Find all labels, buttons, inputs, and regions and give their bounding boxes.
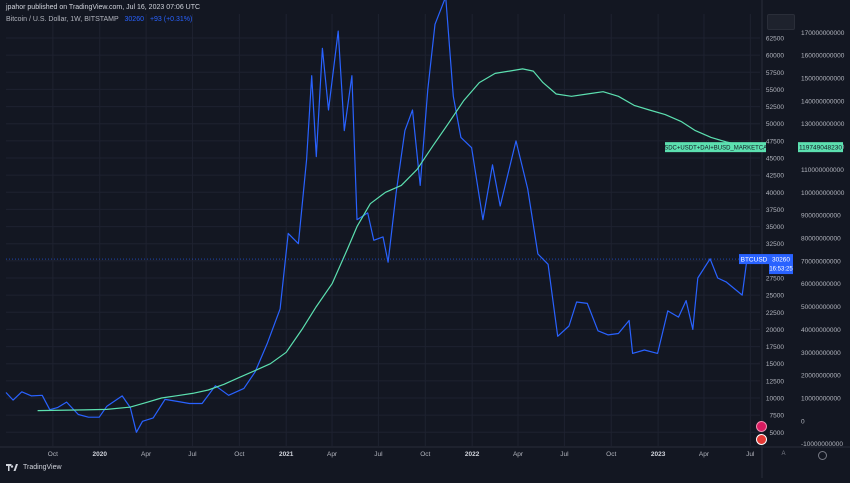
y-left-tick-label: 52500 bbox=[766, 104, 784, 111]
x-tick-label: 2023 bbox=[651, 451, 666, 458]
y-right-tick-label: 130000000000 bbox=[801, 121, 845, 128]
y-right-tick-label: 170000000000 bbox=[801, 30, 845, 37]
x-tick-label: Oct bbox=[606, 451, 616, 458]
stablecoin-value-badge bbox=[798, 142, 843, 153]
y-left-tick-label: 20000 bbox=[766, 327, 784, 334]
symbol-name: Bitcoin / U.S. Dollar, 1W, BITSTAMP bbox=[6, 16, 119, 23]
tradingview-brand-label: TradingView bbox=[23, 464, 62, 471]
symbol-legend[interactable]: Bitcoin / U.S. Dollar, 1W, BITSTAMP 3026… bbox=[6, 16, 192, 23]
btc-name-badge-label: BTCUSD bbox=[741, 257, 768, 264]
y-left-tick-label: 12500 bbox=[766, 378, 784, 385]
stablecoin-value-badge-label: 119749048230 bbox=[799, 145, 842, 152]
y-left-tick-label: 40000 bbox=[766, 190, 784, 197]
grid-layer bbox=[6, 14, 760, 446]
y-left-tick-label: 50000 bbox=[766, 121, 784, 128]
y-right-tick-label: 160000000000 bbox=[801, 53, 845, 60]
y-right-tick-label: 0 bbox=[801, 418, 805, 425]
y-right-tick-label: 80000000000 bbox=[801, 236, 841, 243]
flag-icon[interactable] bbox=[756, 434, 767, 445]
symbol-value: 30260 bbox=[124, 16, 144, 23]
y-right-tick-label: 60000000000 bbox=[801, 281, 841, 288]
tradingview-brand[interactable]: TradingView bbox=[6, 464, 62, 471]
x-tick-label: Jul bbox=[560, 451, 569, 458]
y-right-tick-label: 90000000000 bbox=[801, 213, 841, 220]
y-left-tick-label: 42500 bbox=[766, 173, 784, 180]
x-tick-label: Apr bbox=[141, 451, 152, 458]
y-left-tick-label: 22500 bbox=[766, 310, 784, 317]
y-left-tick-label: 7500 bbox=[770, 413, 785, 420]
x-tick-label: Jul bbox=[188, 451, 197, 458]
y-left-tick-label: 10000 bbox=[766, 396, 784, 403]
x-tick-label: Jul bbox=[746, 451, 755, 458]
y-left-tick-label: 17500 bbox=[766, 344, 784, 351]
btc-price-line bbox=[5, 0, 759, 433]
symbol-change: +93 (+0.31%) bbox=[149, 16, 193, 23]
y-right-tick-label: -10000000000 bbox=[801, 441, 843, 448]
publisher-line: jpahor published on TradingView.com, Jul… bbox=[6, 4, 201, 11]
x-tick-label: 2020 bbox=[93, 451, 108, 458]
tradingview-logo-icon bbox=[6, 464, 18, 471]
y-right-tick-label: 30000000000 bbox=[801, 350, 841, 357]
btc-price-badge bbox=[769, 254, 793, 275]
x-tick-label: Oct bbox=[420, 451, 430, 458]
auto-scale-button[interactable]: A bbox=[781, 451, 786, 457]
x-tick-label: Apr bbox=[699, 451, 710, 458]
y-right-tick-label: 110000000000 bbox=[801, 167, 844, 174]
y-left-tick-label: 62500 bbox=[766, 36, 784, 43]
y-left-tick-label: 55000 bbox=[766, 87, 784, 94]
y-right-tick-label: 40000000000 bbox=[801, 327, 841, 334]
y-left-tick-label: 35000 bbox=[766, 224, 784, 231]
x-tick-label: Apr bbox=[513, 451, 524, 458]
y-left-tick-label: 27500 bbox=[766, 276, 784, 283]
y-left-tick-label: 45000 bbox=[766, 156, 784, 163]
lightning-icon[interactable] bbox=[756, 421, 767, 432]
y-left-tick-label: 15000 bbox=[766, 361, 784, 368]
x-tick-label: Oct bbox=[234, 451, 244, 458]
x-tick-label: Apr bbox=[327, 451, 338, 458]
x-tick-label: 2022 bbox=[465, 451, 480, 458]
y-left-tick-label: 47500 bbox=[766, 138, 784, 145]
stablecoin-name-badge-label: USDC+USDT+DAI+BUSD_MARKETCAP bbox=[660, 146, 771, 152]
y-left-tick-label: 5000 bbox=[770, 430, 785, 437]
y-right-tick-label: 10000000000 bbox=[801, 396, 841, 403]
series-layer bbox=[5, 0, 762, 433]
y-left-tick-label: 32500 bbox=[766, 241, 784, 248]
settings-gear-icon[interactable] bbox=[818, 451, 827, 460]
settings-box[interactable] bbox=[767, 14, 795, 30]
y-left-tick-label: 60000 bbox=[766, 53, 784, 60]
label-layer: BTCUSD 30260 16:53:25 USDC+USDT+DAI+BUSD_MA… bbox=[660, 142, 843, 275]
y-left-tick-label: 57500 bbox=[766, 70, 784, 77]
y-right-tick-label: 70000000000 bbox=[801, 258, 841, 265]
y-right-tick-label: 140000000000 bbox=[801, 98, 845, 105]
y-right-tick-label: 100000000000 bbox=[801, 190, 845, 197]
x-tick-label: Jul bbox=[374, 451, 383, 458]
btc-price-badge-value: 30260 bbox=[772, 257, 790, 264]
stablecoin-name-badge bbox=[665, 142, 766, 153]
btc-countdown: 16:53:25 bbox=[769, 267, 793, 273]
x-tick-label: Oct bbox=[48, 451, 58, 458]
x-tick-label: 2021 bbox=[279, 451, 294, 458]
y-right-tick-label: 50000000000 bbox=[801, 304, 841, 311]
btc-name-badge bbox=[739, 254, 769, 265]
y-right-tick-label: 150000000000 bbox=[801, 76, 845, 83]
y-left-tick-label: 37500 bbox=[766, 207, 784, 214]
stablecoin-marketcap-line bbox=[37, 68, 759, 412]
y-left-tick-label: 25000 bbox=[766, 293, 784, 300]
y-right-tick-label: 20000000000 bbox=[801, 373, 841, 380]
